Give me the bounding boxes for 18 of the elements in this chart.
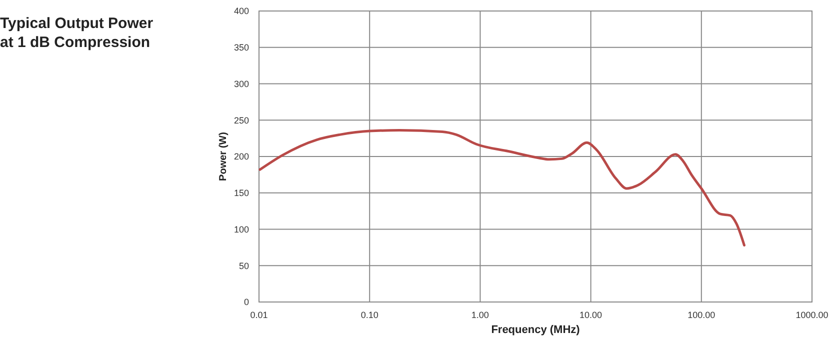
y-tick-label: 350 xyxy=(234,42,249,53)
x-tick-label: 100.00 xyxy=(688,310,716,320)
y-tick-label: 50 xyxy=(238,260,249,271)
x-tick-label: 1000.00 xyxy=(796,310,828,320)
y-tick-label: 0 xyxy=(244,297,249,308)
y-tick-label: 100 xyxy=(234,224,249,234)
y-tick-label: 400 xyxy=(234,6,249,16)
x-tick-label: 1.00 xyxy=(471,310,489,320)
y-tick-label: 300 xyxy=(234,78,249,89)
y-tick-label: 200 xyxy=(234,152,249,162)
text: Typical Output Power at 1 dB Compression xyxy=(0,15,154,51)
y-tick-label: 150 xyxy=(234,188,249,198)
x-tick-label: 0.01 xyxy=(250,310,268,320)
x-tick-label: 10.00 xyxy=(580,310,602,320)
x-tick-label: 0.10 xyxy=(360,310,378,320)
y-tick-label: 250 xyxy=(234,115,249,126)
x-axis-title: Frequency (MHz) xyxy=(491,324,580,336)
y-axis-title: Power (W) xyxy=(218,132,229,181)
